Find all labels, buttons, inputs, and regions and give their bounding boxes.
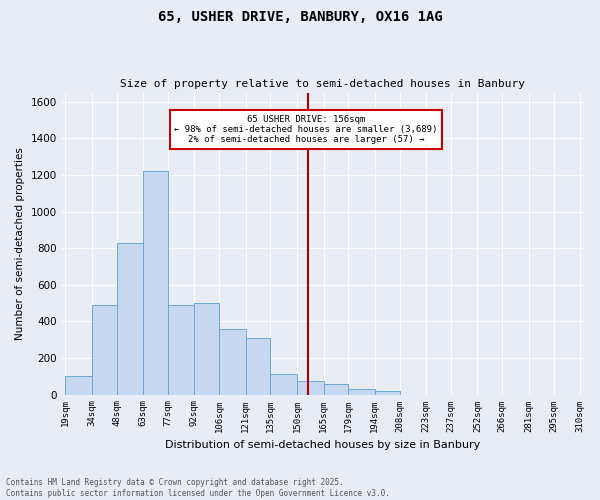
Bar bbox=[194, 303, 219, 394]
Bar bbox=[323, 384, 349, 394]
Text: 65 USHER DRIVE: 156sqm
← 98% of semi-detached houses are smaller (3,689)
2% of s: 65 USHER DRIVE: 156sqm ← 98% of semi-det… bbox=[174, 114, 437, 144]
Text: 65, USHER DRIVE, BANBURY, OX16 1AG: 65, USHER DRIVE, BANBURY, OX16 1AG bbox=[158, 10, 442, 24]
Bar bbox=[297, 381, 323, 394]
Bar bbox=[143, 172, 168, 394]
Bar bbox=[245, 338, 271, 394]
Bar bbox=[116, 242, 143, 394]
Title: Size of property relative to semi-detached houses in Banbury: Size of property relative to semi-detach… bbox=[120, 79, 525, 89]
Bar bbox=[168, 305, 194, 394]
Bar bbox=[271, 374, 297, 394]
Bar bbox=[375, 391, 400, 394]
Bar bbox=[219, 328, 245, 394]
Bar bbox=[349, 389, 375, 394]
Bar bbox=[92, 305, 116, 394]
X-axis label: Distribution of semi-detached houses by size in Banbury: Distribution of semi-detached houses by … bbox=[165, 440, 480, 450]
Y-axis label: Number of semi-detached properties: Number of semi-detached properties bbox=[15, 147, 25, 340]
Bar bbox=[65, 376, 92, 394]
Text: Contains HM Land Registry data © Crown copyright and database right 2025.
Contai: Contains HM Land Registry data © Crown c… bbox=[6, 478, 390, 498]
